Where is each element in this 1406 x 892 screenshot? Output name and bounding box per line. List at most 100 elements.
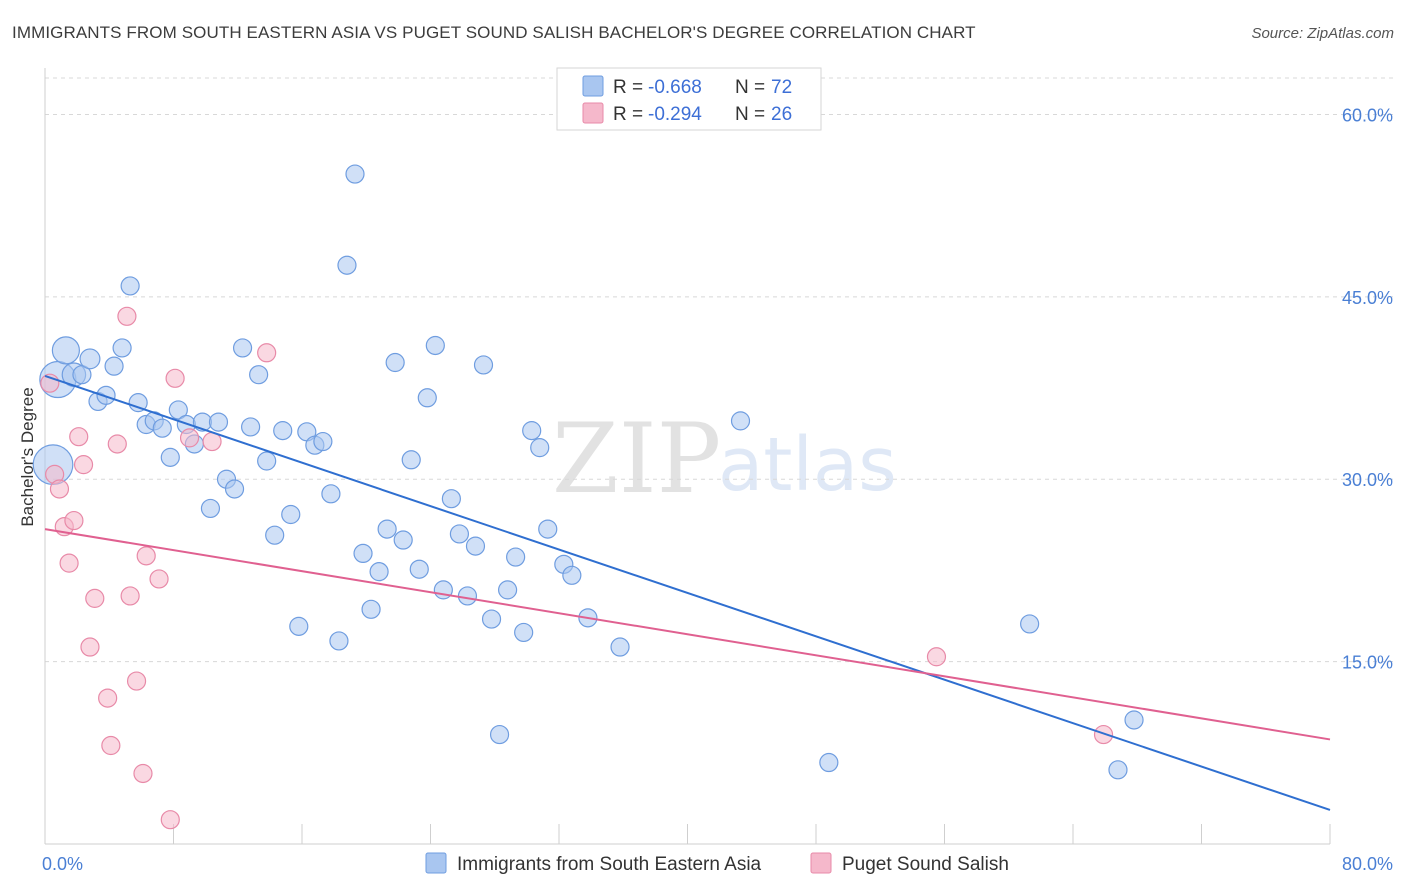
immigrants-point-64 <box>562 565 582 585</box>
salish-point-24 <box>926 647 947 667</box>
immigrants-point-41 <box>369 562 389 582</box>
salish-point-8 <box>80 637 100 657</box>
immigrants-point-9 <box>112 338 132 358</box>
salish-point-11 <box>101 735 121 756</box>
salish-point-10 <box>98 688 118 708</box>
immigrants-point-44 <box>393 530 413 550</box>
source-credit: Source: ZipAtlas.com <box>1251 25 1394 42</box>
immigrants-point-15 <box>160 447 180 467</box>
immigrants-point-38 <box>345 164 365 184</box>
immigrants-point-34 <box>313 431 333 452</box>
salish-point-20 <box>165 368 185 388</box>
immigrants-point-57 <box>498 580 518 600</box>
immigrants-point-61 <box>530 438 550 458</box>
immigrants-point-67 <box>730 411 751 431</box>
series-legend: Immigrants from South Eastern Asia Puget… <box>425 852 1009 875</box>
immigrants-point-40 <box>361 599 381 619</box>
salish-point-15 <box>126 671 147 691</box>
bottom-legend-label-immigrants: Immigrants from South Eastern Asia <box>457 854 762 875</box>
legend-r-value-2: -0.294 <box>648 104 702 125</box>
immigrants-point-35 <box>321 484 341 504</box>
immigrants-point-45 <box>401 450 421 470</box>
axes <box>44 68 1331 845</box>
y-tick-label-0: 15.0% <box>1342 653 1393 673</box>
legend-r-label-1: R = <box>613 77 643 98</box>
immigrants-point-4 <box>72 365 92 385</box>
immigrants-point-5 <box>79 348 101 370</box>
legend-n-value-1: 72 <box>771 77 792 98</box>
immigrants-point-20 <box>200 498 221 519</box>
immigrants-point-55 <box>481 609 502 629</box>
salish-point-19 <box>160 810 180 830</box>
immigrants-point-26 <box>249 365 269 385</box>
watermark-atlas: atlas <box>718 422 897 508</box>
x-tick-label-0: 0.0% <box>42 854 83 874</box>
salish-trend-line <box>44 528 1331 741</box>
x-tick-labels: 0.0% 80.0% <box>42 854 1393 874</box>
y-tick-label-1: 30.0% <box>1342 470 1393 490</box>
salish-point-9 <box>85 588 105 608</box>
y-axis-label: Bachelor's Degree <box>18 387 37 526</box>
immigrants-point-68 <box>819 752 839 773</box>
legend-swatch-salish <box>582 102 604 124</box>
salish-point-17 <box>136 546 156 566</box>
legend-n-label-1: N = <box>735 77 765 98</box>
legend-r-value-1: -0.668 <box>648 77 702 98</box>
immigrants-point-50 <box>441 489 461 509</box>
immigrants-point-30 <box>281 504 301 525</box>
immigrants-point-14 <box>152 418 172 438</box>
immigrants-point-46 <box>409 559 429 579</box>
grid-lines <box>45 77 1394 663</box>
bottom-legend-label-salish: Puget Sound Salish <box>842 854 1009 875</box>
immigrants-point-56 <box>489 724 510 745</box>
salish-point-14 <box>120 586 140 606</box>
y-tick-labels: 15.0% 30.0% 45.0% 60.0% <box>1342 105 1393 672</box>
immigrants-point-10 <box>120 276 140 296</box>
salish-point-6 <box>69 427 89 447</box>
bottom-legend-swatch-salish <box>810 852 832 874</box>
immigrants-trend-line <box>44 374 1331 811</box>
salish-point-16 <box>133 763 153 784</box>
salish-point-12 <box>107 434 127 454</box>
salish-point-7 <box>73 455 94 475</box>
x-tick-label-1: 80.0% <box>1342 854 1393 874</box>
salish-point-4 <box>59 553 79 573</box>
immigrants-point-28 <box>265 525 285 545</box>
immigrants-point-58 <box>506 547 526 567</box>
immigrants-point-37 <box>337 255 357 275</box>
immigrants-point-39 <box>353 543 373 564</box>
immigrants-point-29 <box>273 421 293 441</box>
salish-point-13 <box>117 306 137 326</box>
immigrants-point-25 <box>241 417 261 437</box>
immigrants-point-52 <box>457 586 478 606</box>
legend-swatch-immigrants <box>582 75 604 97</box>
immigrants-point-71 <box>1124 710 1144 730</box>
watermark-zip: ZIP <box>552 403 721 515</box>
immigrants-point-7 <box>96 385 116 405</box>
immigrants-point-69 <box>1020 614 1040 634</box>
immigrants-point-2 <box>51 336 80 365</box>
immigrants-point-59 <box>514 622 534 643</box>
immigrants-point-21 <box>208 412 229 432</box>
chart-title: IMMIGRANTS FROM SOUTH EASTERN ASIA VS PU… <box>12 23 976 42</box>
immigrants-point-27 <box>257 451 277 471</box>
immigrants-point-53 <box>465 536 486 556</box>
salish-point-5 <box>64 510 84 531</box>
immigrants-point-62 <box>538 519 558 539</box>
y-tick-label-3: 60.0% <box>1342 105 1393 125</box>
immigrants-point-48 <box>425 335 445 356</box>
immigrants-point-8 <box>104 356 124 376</box>
immigrants-point-47 <box>417 388 437 408</box>
salish-point-25 <box>1093 724 1114 745</box>
salish-point-21 <box>179 428 200 448</box>
immigrants-point-31 <box>289 616 309 636</box>
legend-n-value-2: 26 <box>771 104 792 125</box>
salish-point-23 <box>257 343 277 363</box>
legend-r-label-2: R = <box>613 104 643 125</box>
immigrants-point-51 <box>449 524 470 544</box>
trend-lines <box>44 374 1331 811</box>
immigrants-point-16 <box>168 400 188 420</box>
correlation-legend: R = -0.668 N = 72 R = -0.294 N = 26 <box>556 67 822 131</box>
immigrants-point-66 <box>610 637 630 657</box>
